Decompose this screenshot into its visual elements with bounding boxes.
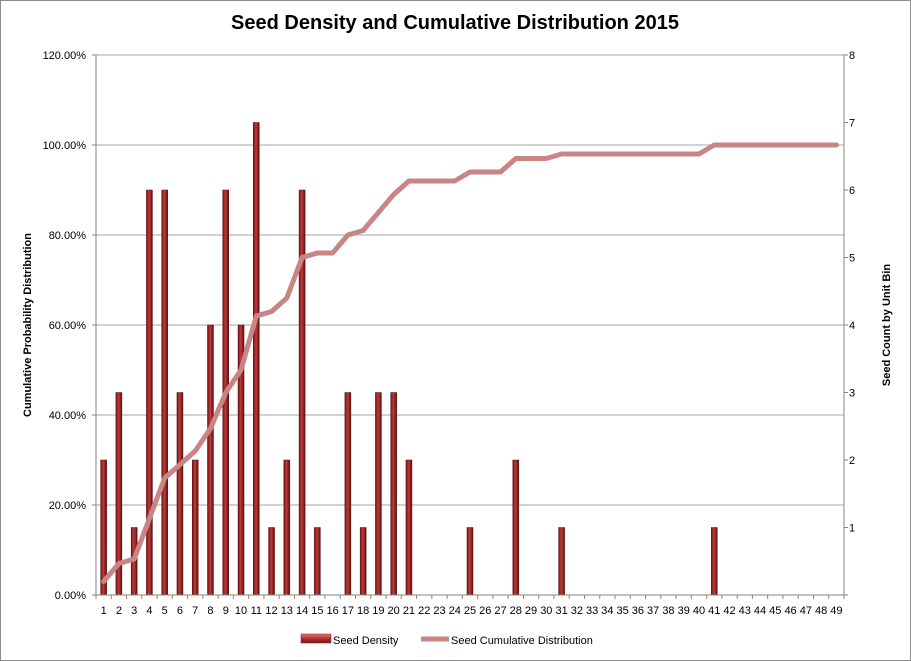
- left-tick-label: 80.00%: [49, 230, 87, 242]
- x-tick-label: 38: [662, 605, 674, 617]
- bar-seed-density-20: [390, 392, 397, 596]
- x-tick-label: 36: [632, 605, 644, 617]
- bar-seed-density-7: [191, 459, 199, 596]
- x-tick-label: 5: [162, 605, 168, 617]
- x-tick-label: 46: [784, 605, 796, 617]
- x-axis-ticks: 1 2 3 4 5 6 7 8 9 10 11 12 13 14 15 16 17 18 19 20 21 22 23 24 2…: [95, 595, 845, 617]
- legend-label-seed-density: Seed Density: [333, 635, 399, 647]
- x-tick-label: 48: [815, 605, 827, 617]
- right-tick-label: 5: [849, 253, 855, 265]
- x-tick-label: 39: [678, 605, 690, 617]
- bar-seed-density-18: [359, 527, 367, 596]
- x-tick-label: 26: [479, 605, 491, 617]
- bar-seed-density-15: [314, 527, 321, 596]
- bar-seed-density-6: [176, 392, 184, 596]
- x-tick-label: 17: [342, 605, 354, 617]
- bar-seed-density-12: [268, 527, 275, 596]
- x-tick-label: 19: [372, 605, 384, 617]
- x-tick-label: 47: [800, 605, 812, 617]
- x-tick-label: 6: [177, 605, 183, 617]
- x-tick-label: 27: [494, 605, 506, 617]
- legend: Seed Density Seed Cumulative Distributio…: [300, 633, 593, 647]
- right-tick-label: 7: [849, 118, 855, 130]
- x-tick-label: 15: [311, 605, 323, 617]
- x-tick-label: 41: [708, 605, 720, 617]
- x-tick-label: 28: [510, 605, 522, 617]
- x-tick-label: 3: [131, 605, 137, 617]
- right-tick-label: 3: [849, 388, 855, 400]
- x-tick-label: 31: [555, 605, 567, 617]
- x-tick-label: 18: [357, 605, 369, 617]
- x-tick-label: 37: [647, 605, 659, 617]
- left-tick-label: 60.00%: [49, 320, 87, 332]
- left-tick-label: 0.00%: [55, 590, 86, 602]
- x-tick-label: 40: [693, 605, 705, 617]
- x-tick-label: 33: [586, 605, 598, 617]
- x-tick-label: 20: [388, 605, 400, 617]
- x-tick-label: 43: [739, 605, 751, 617]
- x-tick-label: 35: [617, 605, 629, 617]
- x-tick-label: 10: [235, 605, 247, 617]
- x-tick-label: 2: [116, 605, 122, 617]
- x-tick-label: 32: [571, 605, 583, 617]
- right-axis-ticks: 1 2 3 4 5 6 7 8: [844, 50, 855, 596]
- x-tick-label: 13: [281, 605, 293, 617]
- left-tick-label: 40.00%: [49, 410, 87, 422]
- right-tick-label: 1: [849, 523, 855, 535]
- x-tick-label: 4: [146, 605, 152, 617]
- x-tick-label: 22: [418, 605, 430, 617]
- right-tick-label: 4: [849, 320, 855, 332]
- x-tick-label: 42: [723, 605, 735, 617]
- x-tick-label: 24: [449, 605, 461, 617]
- left-tick-label: 100.00%: [43, 140, 87, 152]
- bar-seed-density-28: [512, 459, 520, 596]
- x-tick-label: 49: [830, 605, 842, 617]
- legend-bar-swatch: [300, 633, 332, 644]
- line-series: [101, 142, 839, 584]
- bar-seed-density-17: [344, 392, 352, 596]
- x-tick-label: 21: [403, 605, 415, 617]
- bar-series: [100, 122, 718, 596]
- left-axis-title: Cumulative Probability Distribution: [22, 233, 34, 417]
- legend-label-seed-cumulative: Seed Cumulative Distribution: [451, 635, 593, 647]
- bar-seed-density-14: [298, 189, 306, 596]
- x-tick-label: 7: [192, 605, 198, 617]
- bar-seed-density-21: [405, 459, 413, 596]
- x-tick-label: 12: [265, 605, 277, 617]
- bar-seed-density-13: [283, 459, 291, 596]
- x-tick-label: 23: [433, 605, 445, 617]
- bar-seed-density-31: [558, 527, 565, 596]
- right-tick-label: 8: [849, 50, 855, 62]
- bar-seed-density-19: [375, 392, 382, 596]
- x-tick-label: 16: [326, 605, 338, 617]
- x-tick-label: 25: [464, 605, 476, 617]
- x-tick-label: 34: [601, 605, 613, 617]
- x-tick-label: 9: [223, 605, 229, 617]
- x-tick-label: 45: [769, 605, 781, 617]
- bar-seed-density-4: [146, 189, 153, 596]
- bar-seed-density-1: [100, 459, 107, 596]
- x-tick-label: 1: [101, 605, 107, 617]
- bar-seed-density-8: [207, 324, 214, 596]
- bar-seed-density-11: [253, 122, 260, 596]
- bar-seed-density-41: [710, 527, 718, 596]
- gridlines: [96, 54, 844, 506]
- line-seed-cumulative-distribution: [101, 142, 839, 584]
- x-tick-label: 14: [296, 605, 308, 617]
- right-tick-label: 2: [849, 455, 855, 467]
- right-axis-title: Seed Count by Unit Bin: [881, 264, 893, 387]
- bar-seed-density-25: [466, 527, 474, 596]
- x-tick-label: 11: [251, 605, 262, 617]
- left-axis-ticks: 0.00% 20.00% 40.00% 60.00% 80.00% 100.00% 120.…: [43, 50, 96, 602]
- x-tick-label: 44: [754, 605, 766, 617]
- bar-seed-density-5: [161, 189, 168, 596]
- x-tick-label: 8: [207, 605, 213, 617]
- x-tick-label: 30: [540, 605, 552, 617]
- left-tick-label: 20.00%: [49, 500, 87, 512]
- right-tick-label: 6: [849, 185, 855, 197]
- left-tick-label: 120.00%: [43, 50, 87, 62]
- x-tick-label: 29: [525, 605, 537, 617]
- chart-title: Seed Density and Cumulative Distribution…: [231, 12, 679, 34]
